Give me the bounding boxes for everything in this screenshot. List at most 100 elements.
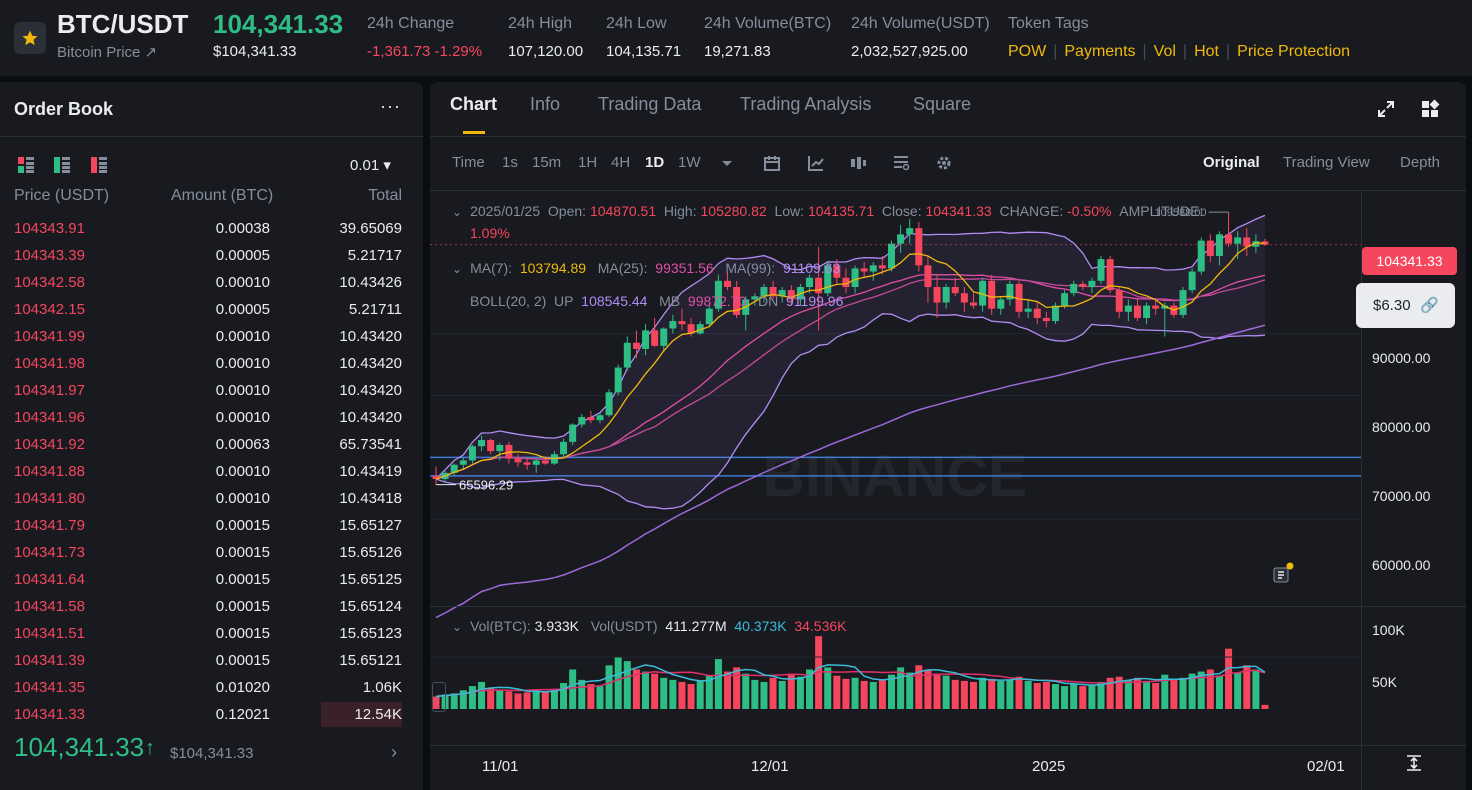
stat-value-low: 104,135.71 [606, 43, 682, 60]
ask-row[interactable]: 104343.91 0.00038 39.65069 [0, 215, 423, 242]
template-icon[interactable] [892, 154, 910, 172]
ask-row[interactable]: 104341.58 0.00015 15.65124 [0, 593, 423, 620]
collapse-icon[interactable]: ⌄ [452, 620, 463, 634]
interval-1d[interactable]: 1D [645, 154, 665, 171]
tab-chart[interactable]: Chart [450, 94, 498, 114]
calendar-icon[interactable] [763, 154, 781, 172]
volume-bar [459, 690, 467, 709]
interval-time[interactable]: Time [452, 154, 485, 171]
ask-row[interactable]: 104341.99 0.00010 10.43420 [0, 323, 423, 350]
close-label: Close: [881, 203, 922, 219]
ask-row[interactable]: 104341.79 0.00015 15.65127 [0, 512, 423, 539]
indicator-icon[interactable] [807, 154, 825, 172]
coin-price-link[interactable]: Bitcoin Price ↗ [57, 44, 158, 61]
ask-row[interactable]: 104341.35 0.01020 1.06K [0, 674, 423, 701]
candle-body [632, 342, 640, 349]
view-original[interactable]: Original [1203, 154, 1260, 171]
interval-1h[interactable]: 1H [578, 154, 598, 171]
candle-body [1042, 317, 1050, 322]
ask-row[interactable]: 104342.15 0.00005 5.21711 [0, 296, 423, 323]
ask-row[interactable]: 104341.96 0.00010 10.43420 [0, 404, 423, 431]
view-trading-view[interactable]: Trading View [1283, 154, 1370, 171]
ask-amount: 0.00010 [215, 274, 270, 291]
date-axis-label: 02/01 [1307, 758, 1345, 775]
collapse-icon[interactable]: ⌄ [452, 205, 463, 219]
ma7-line [435, 242, 1266, 480]
ask-row[interactable]: 104341.88 0.00010 10.43419 [0, 458, 423, 485]
fit-screen-icon[interactable] [1405, 754, 1423, 772]
ask-row[interactable]: 104341.51 0.00015 15.65123 [0, 620, 423, 647]
notes-icon[interactable] [1270, 562, 1294, 586]
low-label: Low: [774, 203, 805, 219]
volume-bar [532, 690, 540, 709]
ask-row[interactable]: 104341.39 0.00015 15.65121 [0, 647, 423, 674]
gear-icon[interactable] [935, 154, 953, 172]
tag-vol[interactable]: Vol [1153, 43, 1176, 60]
ask-row[interactable]: 104341.80 0.00010 10.43418 [0, 485, 423, 512]
ask-price: 104342.58 [14, 274, 85, 291]
ask-total: 10.43419 [339, 463, 402, 480]
tab-square[interactable]: Square [913, 94, 972, 114]
tag-price-protection[interactable]: Price Protection [1237, 43, 1351, 60]
tick-size-select[interactable]: 0.01 ▾ [350, 157, 391, 174]
favorite-star-button[interactable] [14, 22, 46, 54]
tag-hot[interactable]: Hot [1194, 43, 1219, 60]
ask-row[interactable]: 104341.64 0.00015 15.65125 [0, 566, 423, 593]
tab-trading-analysis[interactable]: Trading Analysis [740, 94, 872, 114]
expand-icon[interactable] [1376, 99, 1396, 119]
price-axis-label: 60000.00 [1372, 557, 1431, 573]
ask-row[interactable]: 104341.73 0.00015 15.65126 [0, 539, 423, 566]
pnl-tag[interactable]: $6.30 🔗 [1356, 283, 1455, 328]
volume-bar [1006, 679, 1014, 709]
candle-body [596, 415, 604, 421]
interval-1w[interactable]: 1W [678, 154, 701, 171]
candle-body [623, 342, 631, 368]
collapse-icon[interactable]: ⌄ [452, 262, 463, 276]
tab-trading-data[interactable]: Trading Data [598, 94, 702, 114]
order-book-more-button[interactable]: ··· [380, 96, 401, 116]
ask-row[interactable]: 104342.58 0.00010 10.43426 [0, 269, 423, 296]
caret-down-icon[interactable] [720, 154, 734, 172]
candle-body [669, 321, 677, 329]
layout-grid-icon[interactable] [1420, 99, 1440, 119]
volume-bar [824, 667, 832, 709]
view-depth[interactable]: Depth [1400, 154, 1441, 171]
volume-bar [569, 669, 577, 709]
candle-body [678, 321, 686, 325]
ask-row[interactable]: 104341.92 0.00063 65.73541 [0, 431, 423, 458]
candle-body [1024, 308, 1032, 312]
interval-1s[interactable]: 1s [502, 154, 518, 171]
interval-4h[interactable]: 4H [611, 154, 631, 171]
book-both-icon[interactable] [18, 157, 34, 173]
ask-total: 12.54K [354, 706, 402, 723]
ask-amount: 0.00015 [215, 571, 270, 588]
ask-row[interactable]: 104341.33 0.12021 12.54K [0, 701, 423, 728]
scroll-left-button[interactable]: › [432, 682, 446, 712]
volume-bar [642, 671, 650, 709]
volume-bar [1106, 677, 1114, 709]
book-bids-icon[interactable] [54, 157, 70, 173]
candle-body [1152, 305, 1160, 309]
ask-row[interactable]: 104341.97 0.00010 10.43420 [0, 377, 423, 404]
candle-body [705, 308, 713, 325]
candle-body [450, 464, 458, 473]
interval-15m[interactable]: 15m [532, 154, 562, 171]
ask-row[interactable]: 104341.98 0.00010 10.43420 [0, 350, 423, 377]
tab-info[interactable]: Info [530, 94, 561, 114]
star-icon [22, 30, 38, 46]
volume-bar [1243, 665, 1251, 709]
chevron-right-icon[interactable]: › [391, 742, 397, 762]
candle-settings-icon[interactable] [849, 154, 867, 172]
candle-body [642, 330, 650, 349]
candle-body [933, 287, 941, 303]
volume-bar [1079, 686, 1087, 709]
book-asks-icon[interactable] [91, 157, 107, 173]
ask-row[interactable]: 104343.39 0.00005 5.21717 [0, 242, 423, 269]
tag-pow[interactable]: POW [1008, 43, 1047, 60]
candle-body [1243, 237, 1251, 247]
volume-bar [833, 675, 841, 709]
link-icon[interactable]: 🔗 [1420, 297, 1439, 314]
candle-body [988, 280, 996, 309]
tag-payments[interactable]: Payments [1064, 43, 1136, 60]
